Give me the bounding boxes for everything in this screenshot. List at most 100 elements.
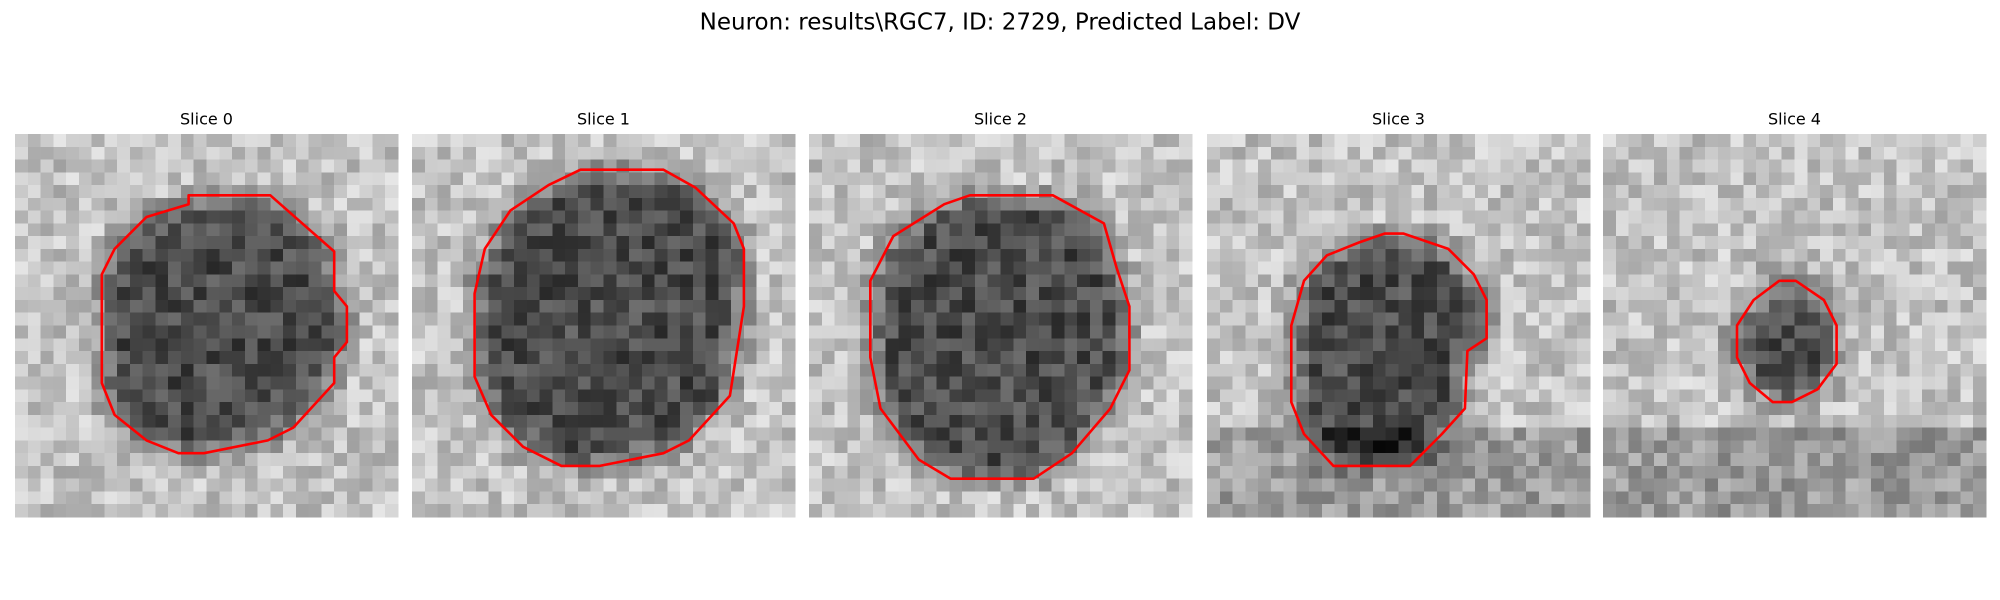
pixel: [847, 504, 861, 518]
pixel: [1000, 172, 1014, 186]
pixel: [809, 287, 823, 301]
pixel: [1960, 453, 1974, 467]
pixel: [1462, 248, 1476, 263]
pixel: [1692, 491, 1706, 505]
pixel: [1896, 299, 1910, 314]
pixel: [1654, 146, 1668, 160]
pixel: [27, 236, 41, 250]
pixel: [756, 389, 770, 403]
pixel: [1179, 197, 1193, 211]
pixel: [1538, 312, 1553, 326]
pixel: [372, 274, 386, 288]
pixel: [359, 427, 373, 441]
pixel: [1140, 159, 1155, 173]
pixel: [821, 389, 835, 403]
pixel: [603, 223, 617, 237]
pixel: [1487, 159, 1502, 173]
pixel: [270, 274, 284, 288]
pixel: [1577, 274, 1591, 288]
pixel: [1026, 274, 1040, 288]
pixel: [270, 376, 284, 390]
pixel: [1309, 504, 1323, 518]
pixel: [180, 465, 195, 480]
pixel: [1270, 197, 1284, 211]
pixel: [1564, 210, 1578, 224]
pixel: [1896, 325, 1910, 339]
pixel: [1832, 351, 1846, 365]
pixel: [1603, 248, 1617, 263]
pixel: [1347, 210, 1361, 224]
pixel: [692, 325, 707, 339]
pixel: [974, 363, 989, 377]
pixel: [718, 491, 732, 505]
pixel: [1102, 274, 1116, 288]
pixel: [385, 223, 399, 237]
pixel: [974, 351, 989, 365]
pixel: [1768, 414, 1783, 429]
pixel: [1051, 146, 1065, 160]
pixel: [1089, 414, 1104, 429]
pixel: [53, 376, 67, 390]
pixel: [488, 146, 502, 160]
pixel: [1309, 299, 1323, 314]
pixel: [514, 478, 528, 492]
pixel: [1922, 172, 1936, 186]
pixel: [1232, 248, 1246, 263]
pixel: [463, 223, 477, 237]
pixel: [974, 210, 989, 224]
pixel: [321, 440, 335, 454]
pixel: [1321, 478, 1336, 492]
pixel: [809, 389, 823, 403]
pixel: [168, 172, 182, 186]
pixel: [1794, 197, 1808, 211]
pixel: [475, 159, 489, 173]
pixel: [1372, 274, 1387, 288]
pixel: [1883, 478, 1898, 492]
pixel: [1013, 248, 1027, 263]
pixel: [27, 504, 41, 518]
pixel: [1166, 210, 1180, 224]
pixel: [27, 274, 41, 288]
pixel: [1449, 223, 1463, 237]
pixel: [577, 427, 592, 441]
pixel: [501, 159, 515, 173]
pixel: [1845, 223, 1859, 237]
pixel: [257, 299, 271, 314]
pixel: [847, 172, 861, 186]
pixel: [1089, 299, 1104, 314]
pixel: [1641, 236, 1655, 250]
pixel: [1538, 210, 1553, 224]
pixel: [1424, 363, 1438, 377]
pixel: [667, 504, 681, 518]
pixel: [872, 427, 886, 441]
pixel: [1064, 491, 1078, 505]
pixel: [193, 274, 207, 288]
pixel: [1038, 402, 1052, 416]
pixel: [129, 338, 144, 352]
pixel: [1436, 478, 1450, 492]
pixel: [1615, 478, 1629, 492]
pixel: [1411, 338, 1425, 352]
pixel: [27, 453, 41, 467]
pixel: [129, 363, 144, 377]
pixel: [1756, 312, 1770, 326]
pixel: [1487, 453, 1502, 467]
pixel: [1820, 134, 1834, 148]
pixel: [1166, 389, 1180, 403]
pixel: [424, 465, 438, 480]
pixel: [1270, 338, 1284, 352]
pixel: [1128, 159, 1142, 173]
pixel: [577, 402, 592, 416]
pixel: [295, 261, 310, 275]
pixel: [1219, 504, 1233, 518]
pixel: [1871, 134, 1885, 148]
pixel: [731, 185, 745, 199]
pixel: [1832, 172, 1846, 186]
pixel: [295, 440, 310, 454]
pixel: [1883, 261, 1898, 275]
pixel: [91, 389, 105, 403]
pixel: [1947, 351, 1961, 365]
pixel: [501, 402, 515, 416]
pixel: [1551, 427, 1565, 441]
pixel: [756, 185, 770, 199]
